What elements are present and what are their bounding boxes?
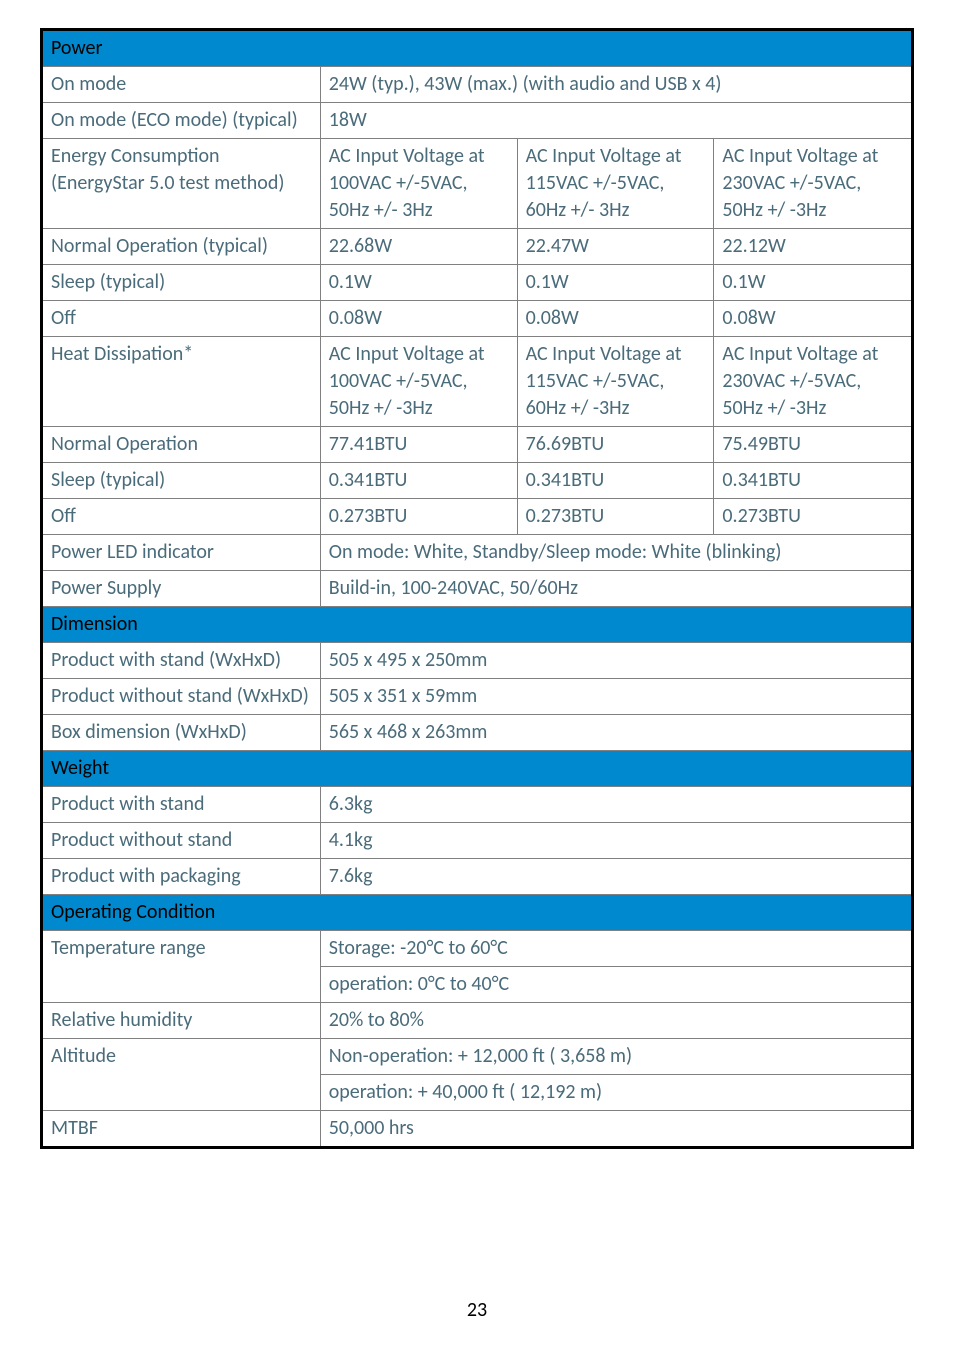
- cell-value: AC Input Voltage at 230VAC +/-5VAC, 50Hz…: [714, 139, 913, 229]
- row-sleep-typ: Sleep (typical) 0.1W 0.1W 0.1W: [42, 265, 913, 301]
- cell-label: Sleep (typical): [42, 265, 321, 301]
- cell-label: Altitude: [42, 1039, 321, 1111]
- cell-value: 0.1W: [320, 265, 517, 301]
- cell-value: AC Input Voltage at 100VAC +/-5VAC, 50Hz…: [320, 337, 517, 427]
- section-header-dimension: Dimension: [42, 607, 913, 643]
- row-heat-dissipation: Heat Dissipation* AC Input Voltage at 10…: [42, 337, 913, 427]
- row-off: Off 0.08W 0.08W 0.08W: [42, 301, 913, 337]
- cell-value: 50,000 hrs: [320, 1111, 912, 1148]
- row-normal-op-typ: Normal Operation (typical) 22.68W 22.47W…: [42, 229, 913, 265]
- cell-value: On mode: White, Standby/Sleep mode: Whit…: [320, 535, 912, 571]
- row-weight-without-stand: Product without stand 4.1kg: [42, 823, 913, 859]
- cell-value: Storage: -20°C to 60°C: [320, 931, 912, 967]
- cell-value: operation: + 40,000 ft ( 12,192 m): [320, 1075, 912, 1111]
- row-dim-box: Box dimension (WxHxD) 565 x 468 x 263mm: [42, 715, 913, 751]
- cell-value: 24W (typ.), 43W (max.) (with audio and U…: [320, 67, 912, 103]
- cell-label: Product with packaging: [42, 859, 321, 895]
- cell-label: On mode: [42, 67, 321, 103]
- section-header-label: Weight: [42, 751, 913, 787]
- section-header-label: Power: [42, 30, 913, 67]
- cell-label: Heat Dissipation*: [42, 337, 321, 427]
- section-header-operating: Operating Condition: [42, 895, 913, 931]
- cell-label: Product without stand: [42, 823, 321, 859]
- cell-value: AC Input Voltage at 115VAC +/-5VAC, 60Hz…: [517, 139, 714, 229]
- section-header-label: Operating Condition: [42, 895, 913, 931]
- row-weight-with-stand: Product with stand 6.3kg: [42, 787, 913, 823]
- cell-value: Non-operation: + 12,000 ft ( 3,658 m): [320, 1039, 912, 1075]
- row-altitude: Altitude Non-operation: + 12,000 ft ( 3,…: [42, 1039, 913, 1075]
- cell-label: Normal Operation: [42, 427, 321, 463]
- cell-label: Power LED indicator: [42, 535, 321, 571]
- cell-value: operation: 0°C to 40°C: [320, 967, 912, 1003]
- cell-label: MTBF: [42, 1111, 321, 1148]
- row-mtbf: MTBF 50,000 hrs: [42, 1111, 913, 1148]
- section-header-power: Power: [42, 30, 913, 67]
- cell-value: 0.273BTU: [517, 499, 714, 535]
- cell-label: Energy Consumption (EnergyStar 5.0 test …: [42, 139, 321, 229]
- cell-value: 0.1W: [517, 265, 714, 301]
- spec-table: Power On mode 24W (typ.), 43W (max.) (wi…: [40, 28, 914, 1149]
- cell-label: Box dimension (WxHxD): [42, 715, 321, 751]
- row-dim-with-stand: Product with stand (WxHxD) 505 x 495 x 2…: [42, 643, 913, 679]
- cell-value: 505 x 351 x 59mm: [320, 679, 912, 715]
- cell-value: 0.341BTU: [714, 463, 913, 499]
- page-number: 23: [0, 1298, 954, 1322]
- cell-value: 22.12W: [714, 229, 913, 265]
- cell-value: 76.69BTU: [517, 427, 714, 463]
- cell-label: Power Supply: [42, 571, 321, 607]
- cell-value: 0.273BTU: [714, 499, 913, 535]
- cell-value: 22.68W: [320, 229, 517, 265]
- cell-value: AC Input Voltage at 115VAC +/-5VAC, 60Hz…: [517, 337, 714, 427]
- cell-value: 0.08W: [320, 301, 517, 337]
- row-weight-packaging: Product with packaging 7.6kg: [42, 859, 913, 895]
- row-sleep-typ-2: Sleep (typical) 0.341BTU 0.341BTU 0.341B…: [42, 463, 913, 499]
- cell-value: Build-in, 100-240VAC, 50/60Hz: [320, 571, 912, 607]
- cell-value: 0.08W: [517, 301, 714, 337]
- cell-label: Off: [42, 301, 321, 337]
- cell-label: On mode (ECO mode) (typical): [42, 103, 321, 139]
- cell-label: Product with stand: [42, 787, 321, 823]
- cell-label: Normal Operation (typical): [42, 229, 321, 265]
- row-power-led: Power LED indicator On mode: White, Stan…: [42, 535, 913, 571]
- row-normal-op: Normal Operation 77.41BTU 76.69BTU 75.49…: [42, 427, 913, 463]
- cell-value: 6.3kg: [320, 787, 912, 823]
- cell-value: 18W: [320, 103, 912, 139]
- row-humidity: Relative humidity 20% to 80%: [42, 1003, 913, 1039]
- cell-value: 565 x 468 x 263mm: [320, 715, 912, 751]
- cell-value: AC Input Voltage at 100VAC +/-5VAC, 50Hz…: [320, 139, 517, 229]
- cell-value: 505 x 495 x 250mm: [320, 643, 912, 679]
- cell-label: Off: [42, 499, 321, 535]
- row-on-mode: On mode 24W (typ.), 43W (max.) (with aud…: [42, 67, 913, 103]
- cell-value: 0.341BTU: [517, 463, 714, 499]
- cell-value: 0.273BTU: [320, 499, 517, 535]
- row-temp-range: Temperature range Storage: -20°C to 60°C: [42, 931, 913, 967]
- section-header-label: Dimension: [42, 607, 913, 643]
- row-on-mode-eco: On mode (ECO mode) (typical) 18W: [42, 103, 913, 139]
- cell-value: AC Input Voltage at 230VAC +/-5VAC, 50Hz…: [714, 337, 913, 427]
- cell-label: Sleep (typical): [42, 463, 321, 499]
- cell-value: 0.341BTU: [320, 463, 517, 499]
- cell-value: 4.1kg: [320, 823, 912, 859]
- row-off-2: Off 0.273BTU 0.273BTU 0.273BTU: [42, 499, 913, 535]
- cell-label: Product with stand (WxHxD): [42, 643, 321, 679]
- cell-value: 7.6kg: [320, 859, 912, 895]
- row-dim-without-stand: Product without stand (WxHxD) 505 x 351 …: [42, 679, 913, 715]
- cell-value: 20% to 80%: [320, 1003, 912, 1039]
- row-energy-consumption: Energy Consumption (EnergyStar 5.0 test …: [42, 139, 913, 229]
- cell-label: Temperature range: [42, 931, 321, 1003]
- cell-value: 0.1W: [714, 265, 913, 301]
- cell-label: Product without stand (WxHxD): [42, 679, 321, 715]
- page: Power On mode 24W (typ.), 43W (max.) (wi…: [0, 0, 954, 1350]
- cell-value: 0.08W: [714, 301, 913, 337]
- cell-value: 22.47W: [517, 229, 714, 265]
- cell-value: 77.41BTU: [320, 427, 517, 463]
- section-header-weight: Weight: [42, 751, 913, 787]
- row-power-supply: Power Supply Build-in, 100-240VAC, 50/60…: [42, 571, 913, 607]
- cell-label: Relative humidity: [42, 1003, 321, 1039]
- cell-value: 75.49BTU: [714, 427, 913, 463]
